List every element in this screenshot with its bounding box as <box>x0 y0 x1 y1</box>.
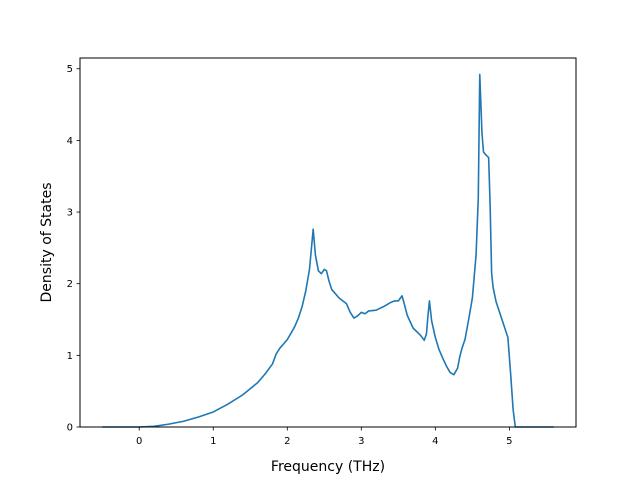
x-axis-ticks: 0 1 2 3 4 5 <box>136 427 513 447</box>
y-tick-label: 2 <box>67 279 73 290</box>
x-axis-label: Frequency (THz) <box>271 459 385 475</box>
x-tick-label: 2 <box>284 436 290 447</box>
x-tick-label: 5 <box>506 436 512 447</box>
x-tick-label: 0 <box>136 436 142 447</box>
x-tick-label: 4 <box>432 436 438 447</box>
y-tick-label: 4 <box>67 136 73 147</box>
y-tick-label: 1 <box>67 351 73 362</box>
plot-area <box>80 58 576 427</box>
y-tick-label: 0 <box>67 423 73 434</box>
y-axis-label: Density of States <box>39 183 55 303</box>
x-tick-label: 3 <box>358 436 364 447</box>
dos-series-line-0 <box>102 73 554 428</box>
y-tick-label: 3 <box>67 208 73 219</box>
x-tick-label: 1 <box>210 436 216 447</box>
y-tick-label: 5 <box>67 64 73 75</box>
series-layer <box>102 73 554 428</box>
y-axis-ticks: 0 1 2 3 4 5 <box>67 64 80 434</box>
plot-frame <box>79 57 577 428</box>
